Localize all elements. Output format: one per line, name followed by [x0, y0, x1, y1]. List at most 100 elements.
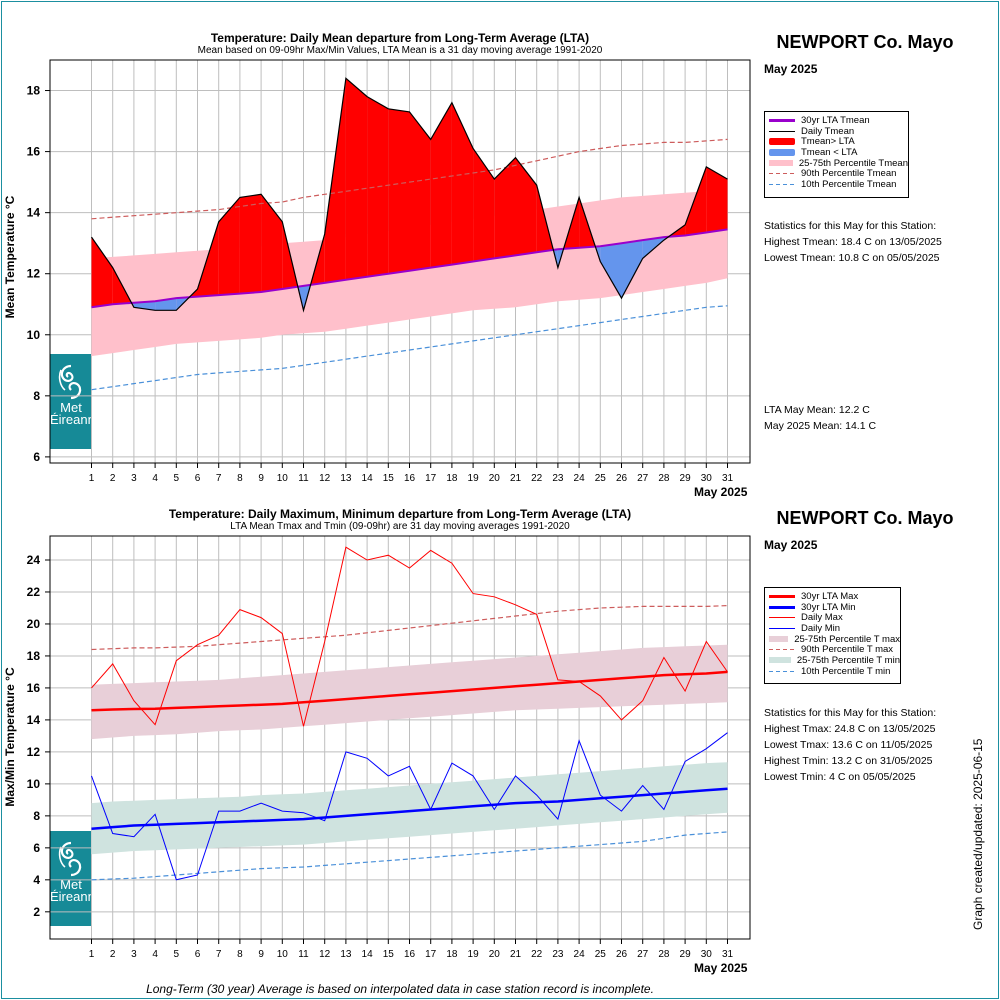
percentile-band-tmax: [91, 644, 728, 740]
top-x-axis-label: May 2025: [694, 485, 748, 499]
bottom-x-tick-label: 8: [237, 949, 243, 960]
bottom-legend-swatch: [769, 602, 795, 613]
tmean-above-lta-area: [515, 157, 537, 256]
bottom-legend-item: 10th Percentile T min: [765, 666, 900, 677]
bottom-met-eireann-logo: Met Éireann: [50, 831, 95, 926]
bottom-stats-heading: Statistics for this May for this Station…: [764, 707, 937, 719]
top-x-tick-label: 21: [510, 473, 522, 484]
may-2025-mean: May 2025 Mean: 14.1 C: [764, 420, 877, 432]
top-legend-swatch: [769, 115, 795, 126]
daily-tmean-line: [91, 77, 728, 313]
bottom-x-tick-label: 27: [637, 949, 649, 960]
bottom-legend-item: 25-75th Percentile T max: [765, 634, 900, 645]
top-x-tick-label: 12: [319, 473, 331, 484]
bottom-stat-highest-tmin: Highest Tmin: 13.2 C on 31/05/2025: [764, 755, 933, 767]
bottom-legend-label: 10th Percentile T min: [801, 665, 891, 677]
top-x-tick-label: 24: [574, 473, 586, 484]
bottom-chart-title: Temperature: Daily Maximum, Minimum depa…: [168, 507, 632, 521]
bottom-x-tick-label: 18: [446, 949, 458, 960]
tmean-above-lta-area: [218, 197, 240, 296]
lta-tmean-line: [91, 228, 728, 309]
tmean-above-lta-area: [345, 78, 368, 280]
bottom-x-tick-label: 20: [489, 949, 501, 960]
top-legend-label: Tmean> LTA: [801, 136, 855, 148]
top-legend-item: 90th Percentile Tmean: [765, 168, 908, 179]
tmean-above-lta-area: [324, 78, 346, 283]
bottom-x-tick-label: 4: [152, 949, 158, 960]
top-station-name: NEWPORT Co. Mayo: [776, 32, 954, 52]
bottom-y-tick-label: 8: [33, 809, 40, 823]
top-x-tick-label: 22: [531, 473, 543, 484]
tmean-above-lta-area: [388, 108, 410, 274]
top-x-tick-label: 6: [195, 473, 201, 484]
top-legend-label: 10th Percentile Tmean: [801, 178, 897, 190]
bottom-x-tick-label: 21: [510, 949, 522, 960]
top-y-tick-label: 10: [27, 328, 41, 342]
top-stat-highest: Highest Tmean: 18.4 C on 13/05/2025: [764, 236, 942, 248]
bottom-stat-lowest-tmax: Lowest Tmax: 13.6 C on 11/05/2025: [764, 739, 933, 751]
top-x-tick-label: 3: [131, 473, 137, 484]
bottom-x-tick-label: 23: [552, 949, 564, 960]
tmean-above-lta-area: [473, 148, 495, 262]
p10-tmin-line: [91, 831, 728, 881]
top-legend-swatch: [769, 179, 795, 190]
lta-max-line: [91, 670, 728, 712]
top-means: LTA May Mean: 12.2 C May 2025 Mean: 14.1…: [764, 402, 876, 434]
top-x-tick-label: 28: [658, 473, 670, 484]
bottom-x-tick-label: 13: [340, 949, 352, 960]
top-x-tick-label: 18: [446, 473, 458, 484]
tmean-below-lta-area: [600, 243, 622, 299]
bottom-legend-label: 90th Percentile T max: [801, 644, 894, 656]
bottom-legend: 30yr LTA Max 30yr LTA Min Daily Max Daily M…: [764, 587, 901, 684]
bottom-y-tick-label: 4: [33, 873, 40, 887]
top-x-tick-label: 11: [298, 473, 309, 484]
top-legend-item: 10th Percentile Tmean: [765, 179, 908, 190]
bottom-x-tick-label: 24: [574, 949, 586, 960]
top-x-tick-label: 8: [237, 473, 243, 484]
bottom-period-label: May 2025: [764, 538, 818, 552]
tmean-above-lta-area: [685, 166, 707, 236]
top-legend-item: 25-75th Percentile Tmean: [765, 158, 908, 169]
bottom-x-tick-label: 10: [277, 949, 289, 960]
tmean-above-lta-area: [91, 237, 113, 308]
bottom-legend-label: 25-75th Percentile T min: [796, 654, 900, 666]
bottom-x-tick-label: 3: [131, 949, 137, 960]
lta-min-line: [91, 787, 728, 830]
bottom-chart-subtitle: LTA Mean Tmax and Tmin (09-09hr) are 31 …: [230, 521, 570, 532]
bottom-legend-label: Daily Max: [801, 612, 843, 624]
top-plot-border: [49, 59, 751, 464]
bottom-legend-label: Daily Min: [801, 622, 841, 634]
bottom-legend-label: 25-75th Percentile T max: [794, 633, 900, 645]
top-x-tick-label: 23: [552, 473, 564, 484]
top-y-tick-label: 8: [33, 389, 40, 403]
top-y-tick-label: 6: [33, 450, 40, 464]
bottom-y-tick-label: 10: [27, 777, 41, 791]
top-x-tick-label: 15: [383, 473, 395, 484]
top-legend-label: Daily Tmean: [801, 125, 855, 137]
top-legend-swatch: [769, 168, 795, 179]
bottom-x-tick-label: 1: [89, 949, 95, 960]
tmean-above-lta-area: [451, 102, 474, 265]
bottom-y-tick-label: 24: [27, 553, 41, 567]
top-legend-swatch: [769, 160, 793, 167]
tmean-above-lta-area: [494, 157, 516, 259]
bottom-y-tick-label: 16: [27, 681, 41, 695]
bottom-x-axis-label: May 2025: [694, 961, 748, 975]
bottom-legend-item: 30yr LTA Max: [765, 591, 900, 602]
bottom-x-tick-label: 15: [383, 949, 395, 960]
top-legend-item: 30yr LTA Tmean: [765, 115, 908, 126]
top-x-tick-label: 25: [595, 473, 607, 484]
bottom-legend-swatch: [769, 644, 795, 655]
top-y-tick-label: 12: [27, 267, 41, 281]
top-chart-title: Temperature: Daily Mean departure from L…: [210, 31, 590, 45]
top-legend-label: 30yr LTA Tmean: [801, 114, 870, 126]
tmean-below-lta-area: [621, 240, 643, 299]
top-stat-lowest: Lowest Tmean: 10.8 C on 05/05/2025: [764, 252, 940, 264]
bottom-station-name: NEWPORT Co. Mayo: [776, 508, 954, 528]
bottom-legend-item: 25-75th Percentile T min: [765, 655, 900, 666]
bottom-legend-swatch: [769, 591, 795, 602]
bottom-legend-swatch: [769, 623, 795, 634]
